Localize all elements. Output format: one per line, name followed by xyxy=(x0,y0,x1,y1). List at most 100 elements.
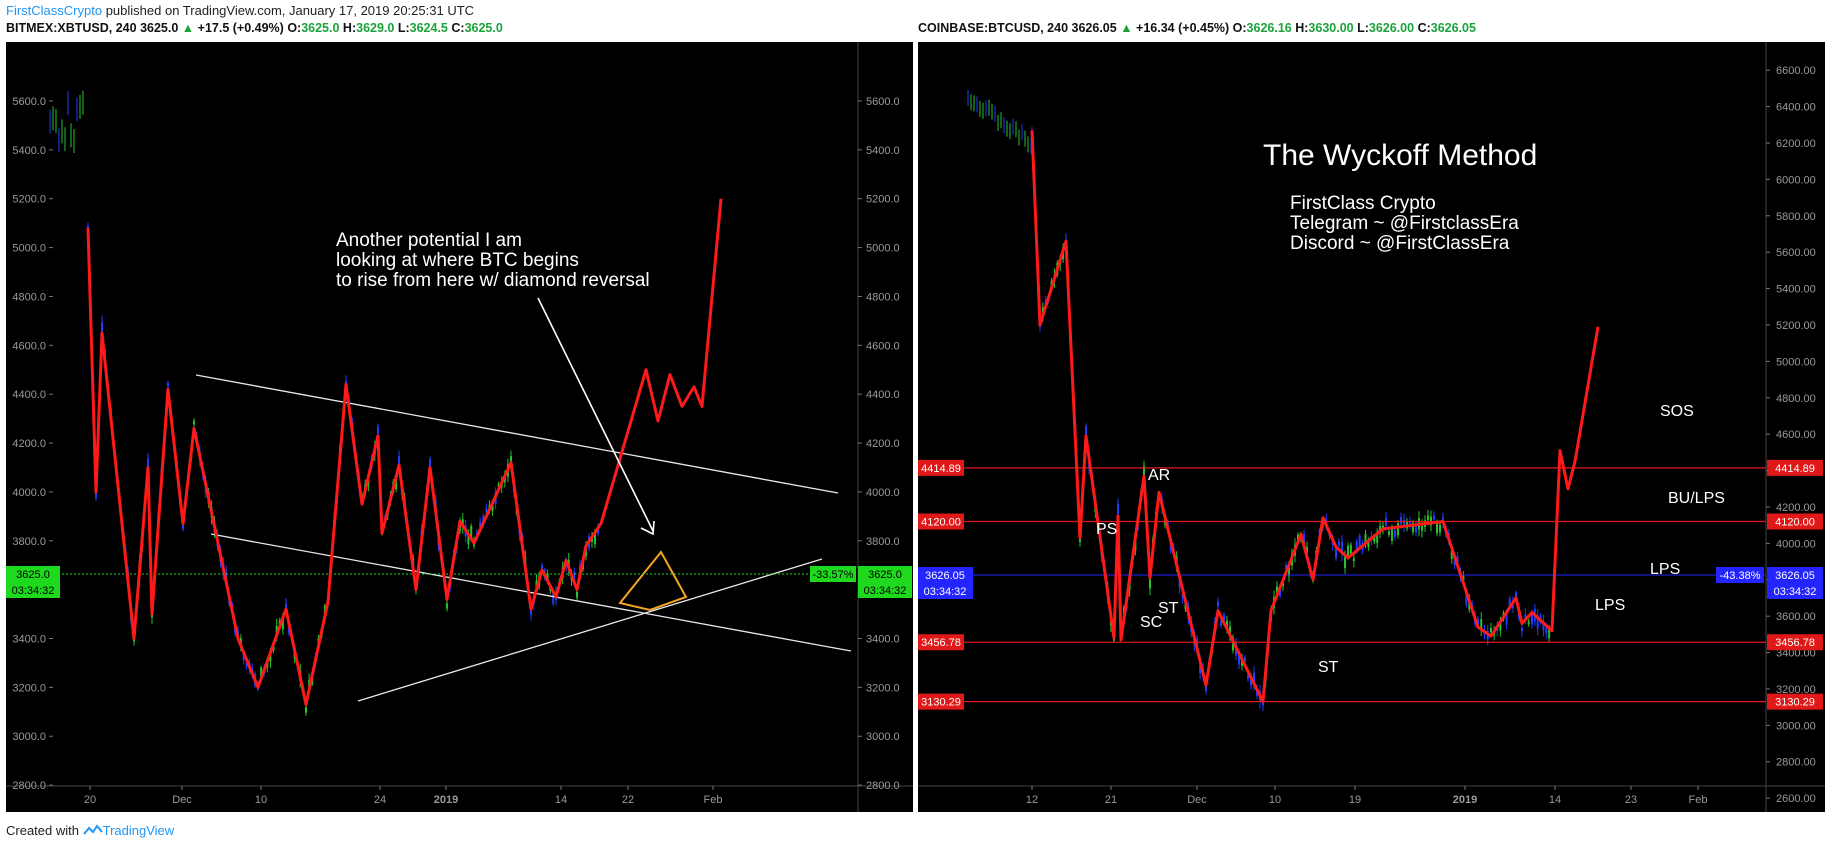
candle-body xyxy=(1515,592,1517,598)
candle-body xyxy=(1282,582,1284,586)
level-tag: 4414.89 xyxy=(921,463,961,475)
x-tick-label: 10 xyxy=(255,794,267,806)
tradingview-link[interactable]: TradingView xyxy=(102,823,175,838)
candle-body xyxy=(541,565,543,570)
candle-body xyxy=(1149,576,1151,589)
y-tick-label: 5800.00 xyxy=(1776,211,1816,223)
candle-body xyxy=(269,654,272,662)
candle-body xyxy=(275,625,278,635)
y-tick-label: 5600.0 xyxy=(866,96,900,108)
level-tag-bg xyxy=(1767,634,1823,651)
candle-body xyxy=(1524,614,1527,619)
left-last: 3625.0 xyxy=(140,21,179,35)
candle-body xyxy=(1397,523,1399,536)
author-link[interactable]: FirstClassCrypto xyxy=(6,3,103,18)
candle-body xyxy=(1508,598,1511,607)
candle-body xyxy=(242,653,245,661)
info-line-3: Discord ~ @FirstClassEra xyxy=(1290,233,1510,254)
left-time-tag: 03:34:32 xyxy=(12,585,55,597)
y-tick-label: 5600.0 xyxy=(12,96,46,108)
candle-body xyxy=(1220,621,1222,626)
candle-body xyxy=(1143,466,1145,477)
candle-body xyxy=(1490,627,1492,633)
left-chart-svg[interactable]: Another potential I am looking at where … xyxy=(6,42,913,812)
candle-body xyxy=(1412,522,1414,533)
right-level-lines xyxy=(918,467,1766,703)
candle-body xyxy=(1465,591,1468,605)
right-price-tag-bg xyxy=(1767,567,1823,583)
y-tick-label: 5000.0 xyxy=(12,243,46,255)
left-close: 3625.0 xyxy=(464,21,503,35)
candle-body xyxy=(101,322,103,335)
publish-line: FirstClassCrypto published on TradingVie… xyxy=(6,3,474,18)
level-tag: 3130.29 xyxy=(921,697,961,709)
annotation-line-2: looking at where BTC begins xyxy=(336,250,579,271)
channel-upper-line xyxy=(195,374,839,494)
right-time-tag: 03:34:32 xyxy=(864,585,907,597)
y-tick-label: 3400.00 xyxy=(1776,648,1816,660)
candle-body xyxy=(398,456,400,469)
candle-body xyxy=(193,420,195,425)
right-chart-svg[interactable]: The Wyckoff Method FirstClass Crypto Tel… xyxy=(918,42,1825,812)
y-tick-label: 5600.00 xyxy=(1776,247,1816,259)
left-change: +17.5 (+0.49%) xyxy=(197,21,284,35)
candle-body xyxy=(1178,579,1181,588)
candle-body xyxy=(429,459,431,469)
candle-body xyxy=(1358,535,1361,548)
candle-body xyxy=(1456,556,1459,565)
y-tick-label: 3200.0 xyxy=(866,682,900,694)
label-sc: SC xyxy=(1140,614,1162,631)
y-tick-label: 5400.0 xyxy=(866,145,900,157)
y-tick-label: 3000.00 xyxy=(1776,720,1816,732)
candle-body xyxy=(1379,525,1382,533)
candle-body xyxy=(1303,533,1305,546)
candle-body xyxy=(1436,522,1438,534)
y-tick-label: 5000.00 xyxy=(1776,356,1816,368)
y-tick-label: 4400.0 xyxy=(12,389,46,401)
right-price-tag: 3626.05 xyxy=(1775,570,1815,582)
right-last: 3626.05 xyxy=(1071,21,1117,35)
candle-body xyxy=(591,537,593,542)
candle-body xyxy=(1427,515,1429,520)
candle-body xyxy=(1462,576,1465,581)
candle-body xyxy=(245,663,248,667)
candle-body xyxy=(594,532,596,545)
level-tag-bg xyxy=(1767,513,1823,530)
candle-body xyxy=(1499,622,1502,631)
right-chart-panel[interactable]: The Wyckoff Method FirstClass Crypto Tel… xyxy=(918,42,1825,812)
y-tick-label: 5400.0 xyxy=(12,145,46,157)
label-lps-1: LPS xyxy=(1650,561,1680,578)
level-tag-bg xyxy=(918,634,964,651)
candle-body xyxy=(470,525,473,539)
y-tick-label: 4200.0 xyxy=(866,438,900,450)
level-tag: 4414.89 xyxy=(1775,463,1815,475)
candle-body xyxy=(1288,567,1290,577)
candle-body xyxy=(1247,674,1249,679)
y-tick-label: 3200.0 xyxy=(12,682,46,694)
label-lps-2: LPS xyxy=(1595,597,1625,614)
y-tick-label: 5000.0 xyxy=(866,243,900,255)
y-tick-label: 4600.0 xyxy=(12,340,46,352)
candle-body xyxy=(1347,545,1349,557)
level-tag: 4120.00 xyxy=(921,517,961,529)
candle-body xyxy=(546,573,549,581)
support-line xyxy=(357,558,823,702)
pct-tag: -33.57% xyxy=(813,569,854,581)
x-tick-label: 19 xyxy=(1349,794,1361,806)
x-tick-label: Feb xyxy=(704,794,723,806)
candle-body xyxy=(167,382,169,387)
o-label: O: xyxy=(287,21,302,35)
candle-body xyxy=(1376,533,1379,543)
candle-body xyxy=(95,490,97,499)
x-tick-label: 10 xyxy=(1269,794,1281,806)
level-tag-bg xyxy=(1767,693,1823,710)
left-time-tag-bg xyxy=(918,583,973,599)
candle-body xyxy=(1373,536,1376,542)
y-tick-label: 3400.0 xyxy=(12,634,46,646)
y-tick-label: 6200.00 xyxy=(1776,138,1816,150)
left-chart-panel[interactable]: Another potential I am looking at where … xyxy=(6,42,913,812)
candle-body xyxy=(1433,515,1435,520)
left-time-tag: 03:34:32 xyxy=(924,586,967,598)
candle-body xyxy=(1244,656,1246,662)
candle-body xyxy=(147,458,149,469)
